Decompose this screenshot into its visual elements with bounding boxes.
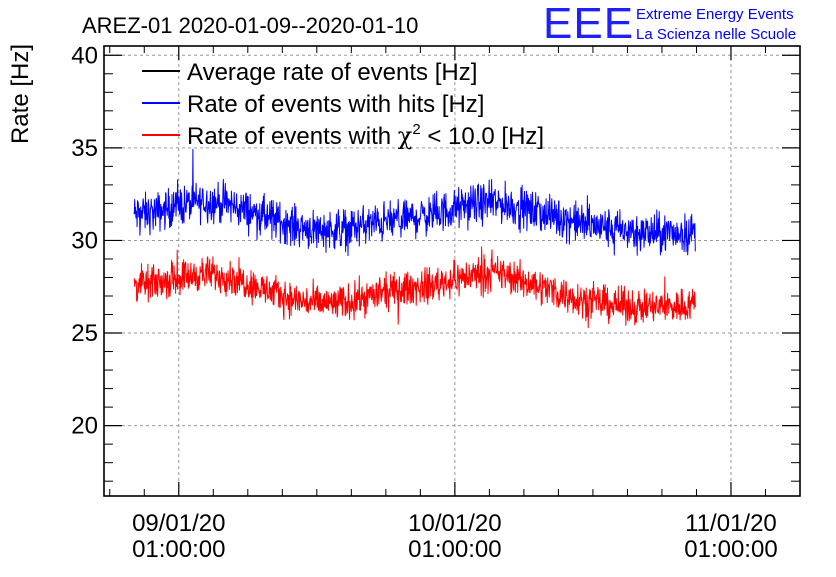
chart-title: AREZ-01 2020-01-09--2020-01-10 — [82, 13, 418, 38]
x-tick-label-time: 01:00:00 — [684, 536, 777, 563]
eee-logo-line1: Extreme Energy Events — [636, 6, 794, 23]
legend-label-hits: Rate of events with hits [Hz] — [187, 91, 484, 118]
x-tick-label-date: 11/01/20 — [685, 510, 777, 537]
eee-logo-mark: EEE — [543, 0, 634, 48]
plot-frame — [103, 45, 801, 497]
x-tick-label-date: 10/01/20 — [408, 510, 501, 537]
x-tick-label-date: 09/01/20 — [132, 510, 225, 537]
y-tick-label: 40 — [71, 42, 98, 69]
y-tick-label: 20 — [71, 413, 98, 440]
legend-label-chi2: Rate of events with χ2 < 10.0 [Hz] — [187, 121, 544, 150]
eee-logo: EEE Extreme Energy Events La Scienza nel… — [543, 0, 796, 48]
x-tick-label-time: 01:00:00 — [408, 536, 501, 563]
legend: Average rate of events [Hz] Rate of even… — [142, 59, 544, 150]
y-tick-label: 35 — [71, 135, 98, 162]
legend-label-average: Average rate of events [Hz] — [187, 59, 477, 86]
y-axis-label: Rate [Hz] — [7, 44, 34, 144]
series-layer — [133, 148, 696, 329]
y-tick-label: 30 — [71, 227, 98, 254]
x-tick-label-time: 01:00:00 — [132, 536, 225, 563]
series-line-hits — [133, 148, 696, 256]
y-tick-label: 25 — [71, 320, 98, 347]
series-line-chi2 — [133, 246, 696, 329]
axis-layer: 202530354009/01/2001:00:0010/01/2001:00:… — [71, 42, 801, 563]
eee-logo-line2: La Scienza nelle Scuole — [636, 26, 796, 43]
grid-layer — [104, 46, 800, 496]
